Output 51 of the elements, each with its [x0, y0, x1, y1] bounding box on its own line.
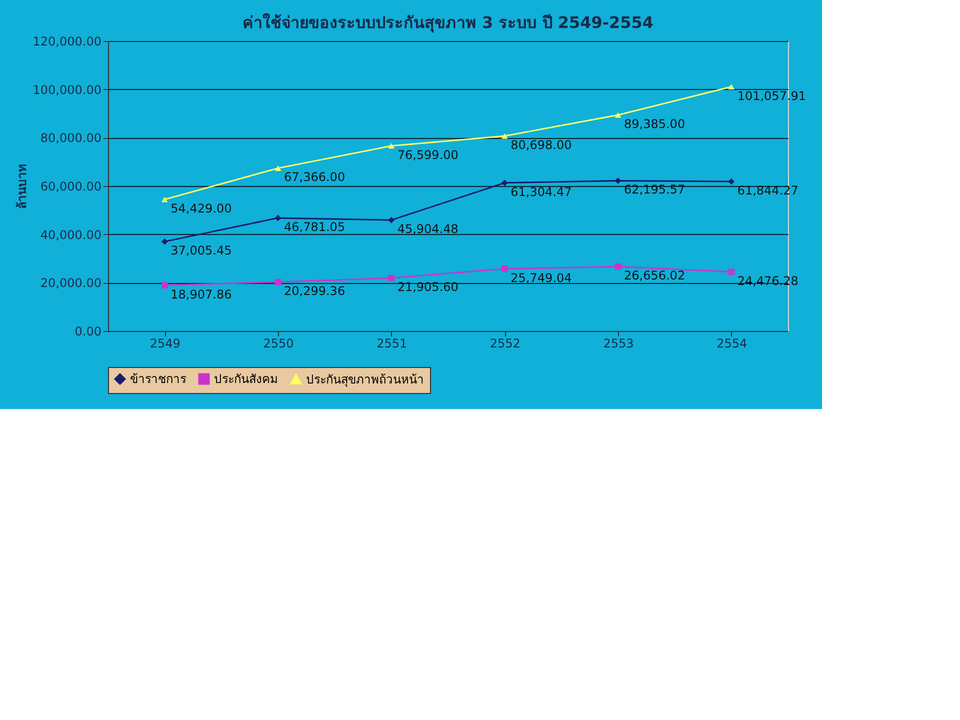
data-label: 54,429.00: [170, 201, 232, 216]
x-tick-label: 2551: [376, 336, 408, 350]
y-tick-label: 100,000.00: [32, 82, 102, 97]
y-tick-label: 120,000.00: [32, 34, 102, 48]
legend-label: ประกันสุขภาพถ้วนหน้า: [306, 372, 424, 388]
point: [162, 282, 168, 288]
point: [388, 274, 394, 282]
point: [388, 216, 394, 224]
point: [502, 133, 508, 139]
data-label: 80,698.00: [510, 138, 572, 152]
x-tick-label: 2550: [263, 336, 294, 350]
point: [274, 278, 282, 286]
data-label: 26,656.02: [624, 268, 686, 283]
x-tick-label: 2549: [150, 336, 180, 350]
data-label: 67,366.00: [284, 170, 346, 184]
point: [614, 178, 622, 184]
y-tick-label: 0.00: [74, 324, 102, 338]
point: [274, 214, 282, 222]
data-label: 20,299.36: [284, 284, 346, 298]
x-tick-label: 2552: [490, 336, 520, 350]
data-label: 46,781.05: [284, 220, 346, 234]
legend-label: ข้าราชการ: [130, 372, 187, 386]
point: [614, 112, 622, 118]
data-label: 89,385.00: [624, 116, 686, 131]
chart-title: ค่าใช้จ่ายของระบบประกันสุขภาพ 3 ระบบ ปี 2549-2554: [242, 13, 654, 33]
point: [162, 238, 168, 245]
y-axis-title: ล้านบาท: [14, 164, 29, 209]
data-label: 37,005.45: [170, 244, 232, 258]
legend-label: ประกันสังคม: [214, 372, 278, 386]
x-tick-label: 2554: [716, 336, 748, 350]
x-tick-label: 2553: [603, 336, 634, 350]
point: [728, 268, 734, 276]
point: [728, 178, 734, 185]
data-label: 21,905.60: [397, 280, 458, 294]
point: [162, 196, 168, 202]
point: [388, 143, 394, 149]
point: [274, 165, 282, 171]
point: [728, 84, 734, 90]
data-label: 45,904.48: [397, 222, 458, 236]
y-tick-label: 80,000.00: [40, 131, 102, 146]
data-label: 25,749.04: [510, 270, 572, 285]
point: [502, 266, 508, 272]
y-tick-label: 20,000.00: [40, 276, 102, 290]
data-label: 76,599.00: [397, 148, 458, 162]
data-label: 62,195.57: [624, 182, 686, 197]
y-tick-label: 60,000.00: [40, 180, 102, 194]
data-label: 18,907.86: [170, 287, 232, 302]
data-label: 61,304.47: [510, 184, 572, 199]
point: [614, 263, 622, 270]
point: [502, 180, 508, 186]
y-tick-label: 40,000.00: [40, 228, 102, 242]
